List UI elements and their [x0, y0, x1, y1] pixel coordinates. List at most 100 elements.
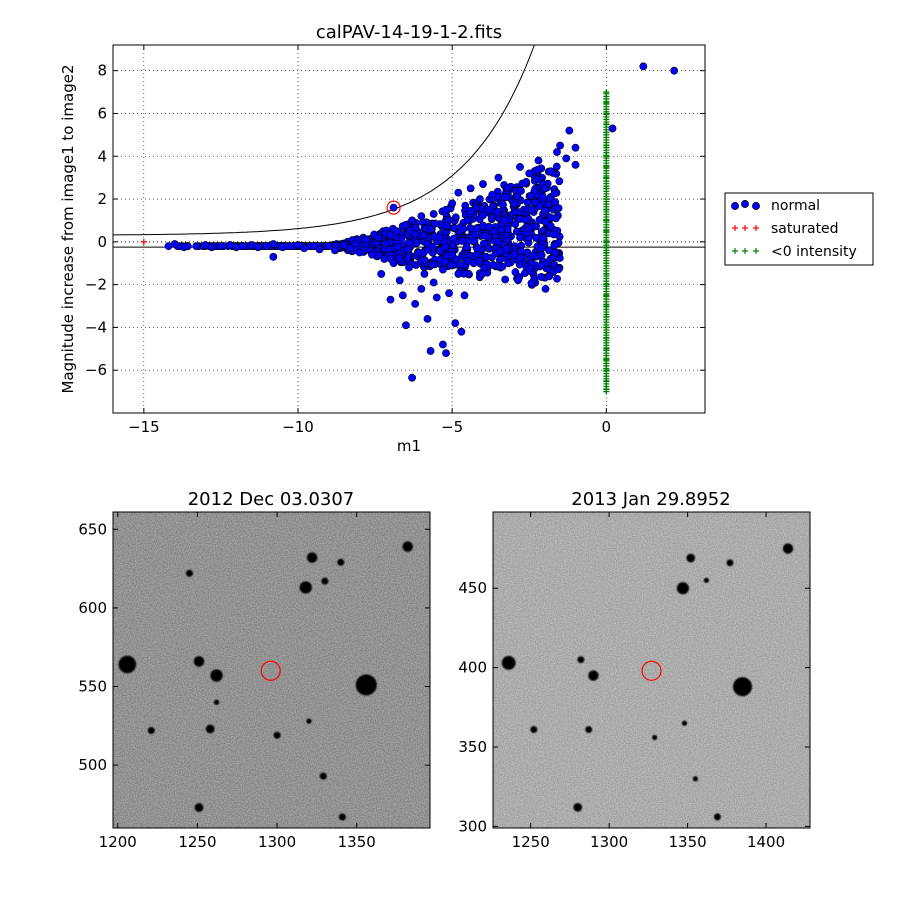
scatter-point-normal	[192, 242, 201, 251]
scatter-point-normal	[469, 259, 478, 268]
image-left-star	[319, 772, 327, 780]
scatter-point-normal	[553, 148, 561, 156]
image-right-star	[588, 670, 599, 681]
scatter-point-normal	[499, 200, 507, 209]
scatter-point-normal	[539, 192, 547, 201]
legend-label-saturated: saturated	[771, 221, 839, 237]
scatter-point-normal	[479, 211, 487, 220]
image-left-star	[338, 813, 346, 821]
image-right-star	[703, 577, 710, 583]
scatter-y-tick-label: −6	[85, 361, 107, 379]
scatter-point-normal	[269, 240, 278, 248]
scatter-point-normal	[537, 251, 546, 259]
image-left-y-tick-label: 500	[78, 756, 107, 774]
image-right-star	[686, 553, 696, 563]
legend-marker-normal	[731, 200, 760, 210]
image-right-y-tick-label: 450	[458, 579, 487, 597]
image-right-star	[501, 655, 516, 670]
scatter-point-normal	[389, 259, 398, 268]
image-left-x-tick-label: 1300	[258, 833, 296, 851]
image-right-x-tick-label: 1400	[747, 833, 785, 851]
scatter-point-normal	[411, 299, 420, 308]
scatter-plot-panel: calPAV-14-19-1-2.fits −15 −10 −5 0 −6 −4 −2 0 2…	[59, 22, 874, 455]
scatter-x-label: m1	[397, 437, 421, 455]
image-left-star	[193, 656, 205, 667]
scatter-point-normal	[408, 373, 416, 382]
scatter-point-normal	[540, 206, 549, 215]
scatter-point-normal	[355, 248, 364, 257]
scatter-point-normal	[411, 230, 420, 239]
legend-marker-saturated	[732, 225, 759, 231]
image-right-x-tick-label: 1300	[590, 833, 628, 851]
scatter-point-normal	[429, 278, 438, 287]
scatter-point-normal	[386, 231, 395, 240]
image-left-frame	[112, 511, 431, 829]
image-panel-left: 2012 Dec 03.0307 1200 1250 1300 1350 500 550 6…	[78, 489, 431, 851]
scatter-point-normal	[501, 275, 510, 284]
scatter-point-normal	[513, 192, 522, 201]
scatter-point-normal	[545, 272, 554, 281]
scatter-point-normal	[398, 291, 407, 300]
image-left-star	[321, 577, 329, 585]
scatter-point-normal	[417, 212, 426, 221]
scatter-y-tick-label: 8	[97, 62, 107, 80]
scatter-point-normal	[489, 261, 498, 269]
image-right-title: 2013 Jan 29.8952	[571, 489, 730, 510]
scatter-point-normal	[466, 184, 475, 193]
scatter-point-normal	[522, 178, 531, 186]
image-right-target-circle-ring	[641, 660, 662, 681]
scatter-point-normal	[368, 250, 376, 259]
scatter-point-normal	[553, 274, 561, 283]
scatter-point-normal	[420, 270, 429, 278]
scatter-point-normal	[514, 276, 522, 285]
scatter-point-normal	[435, 233, 444, 242]
scatter-point-normal	[500, 216, 509, 225]
scatter-point-normal	[493, 207, 502, 216]
scatter-point-normal	[544, 200, 553, 209]
scatter-point-normal	[551, 248, 560, 257]
scatter-point-normal	[361, 235, 370, 244]
scatter-point-normal	[503, 184, 512, 193]
scatter-point-normal	[405, 263, 413, 272]
scatter-point-normal	[432, 293, 441, 302]
scatter-point-normal	[450, 234, 458, 243]
scatter-x-tick-label: −5	[441, 418, 463, 436]
scatter-point-normal	[556, 141, 564, 150]
scatter-point-normal	[170, 240, 179, 248]
image-right-noise	[493, 512, 810, 828]
image-right-star	[577, 656, 585, 664]
scatter-point-normal	[442, 205, 450, 214]
legend: normal saturated <0 intensity	[724, 192, 874, 266]
scatter-point-normal	[331, 246, 339, 255]
scatter-point-normal	[515, 260, 524, 269]
scatter-point-normal	[392, 227, 401, 236]
scatter-point-normal	[478, 270, 487, 278]
scatter-point-normal	[485, 223, 493, 231]
scatter-point-normal	[429, 210, 438, 218]
scatter-point-normal	[442, 221, 451, 230]
image-left-star	[355, 674, 377, 696]
scatter-point-normal	[324, 242, 333, 251]
scatter-point-normal	[532, 222, 540, 231]
scatter-point-normal	[549, 230, 558, 239]
scatter-point-normal	[484, 244, 493, 253]
scatter-point-normal	[426, 347, 435, 355]
scatter-point-normal	[545, 246, 553, 255]
image-right-star	[676, 582, 689, 595]
image-right-star	[530, 726, 538, 734]
image-left-target-circle	[260, 660, 281, 681]
image-right-star	[692, 776, 699, 782]
scatter-point-normal	[516, 233, 524, 242]
image-right-stars	[501, 543, 794, 821]
scatter-point-normal	[294, 241, 302, 249]
scatter-y-tick-label: 4	[97, 147, 107, 165]
image-right-star	[573, 803, 583, 812]
scatter-x-ticks: −15 −10 −5 0	[128, 45, 611, 436]
scatter-point-normal	[439, 265, 447, 274]
scatter-point-normal	[523, 198, 532, 207]
scatter-point-normal	[462, 243, 471, 251]
scatter-point-normal	[571, 143, 580, 152]
scatter-point-normal	[426, 225, 435, 233]
scatter-point-normal	[571, 160, 580, 169]
